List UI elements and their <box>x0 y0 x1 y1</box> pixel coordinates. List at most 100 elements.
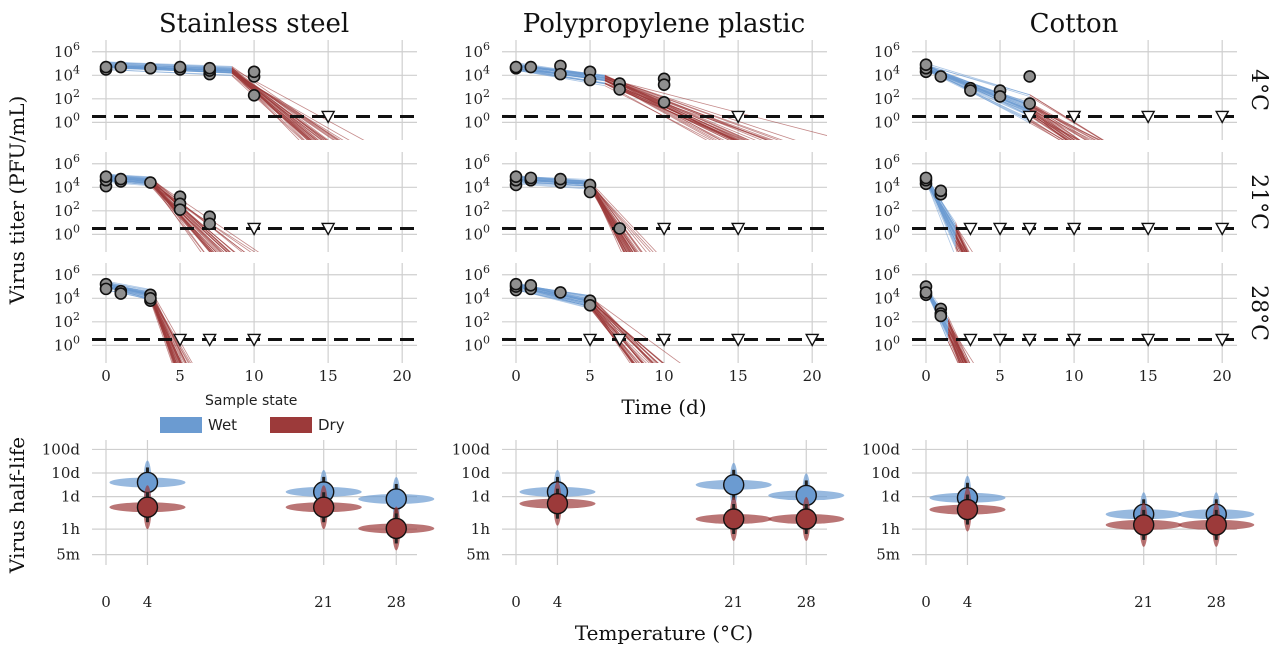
dry-sample-line <box>955 229 968 252</box>
data-point <box>1023 97 1036 110</box>
halflife-panel-0: 100d 10d 1d 1h 5m 0 4 21 28 <box>42 440 435 611</box>
below-limit-point <box>582 333 598 347</box>
dry-sample-line <box>947 341 959 363</box>
x-tick-label: 15 <box>1139 367 1158 385</box>
below-limit-point <box>963 222 978 236</box>
dry-sample-line <box>231 74 311 140</box>
below-limit-point <box>1215 333 1230 347</box>
x-tick-label: 20 <box>393 367 412 385</box>
y-tick-label: 1d <box>61 488 81 506</box>
wet-sample-line <box>105 289 151 301</box>
data-point <box>964 84 977 97</box>
x-tick-label: 28 <box>797 593 816 611</box>
y-tick-label: 100 <box>464 110 490 131</box>
y-tick-label: 102 <box>874 310 900 331</box>
x-tick-label: 0 <box>101 593 111 611</box>
y-tick-label: 106 <box>874 40 900 61</box>
below-limit-point <box>992 222 1008 236</box>
data-point <box>144 61 157 75</box>
posterior-lines <box>105 61 365 140</box>
dry-sample-line <box>150 299 181 363</box>
y-axis-label-halflife: Virus half-life <box>5 437 29 574</box>
y-tick-label: 100 <box>54 333 80 354</box>
below-limit-point <box>1066 333 1082 347</box>
data-point <box>583 73 597 87</box>
x-tick-label: 5 <box>585 367 595 385</box>
wet-sample-line <box>105 282 151 295</box>
y-tick-label: 102 <box>874 199 900 220</box>
dry-sample-line <box>955 242 961 252</box>
dry-sample-line <box>955 225 973 252</box>
y-tick-label: 104 <box>54 175 80 196</box>
wet-sample-line <box>105 282 151 291</box>
y-tick-label: 106 <box>54 40 80 61</box>
data-point <box>554 286 567 299</box>
dry-halflife-point <box>723 508 745 530</box>
y-tick-label: 106 <box>874 263 900 284</box>
dry-sample-line <box>150 178 230 252</box>
dry-sample-line <box>955 231 965 252</box>
below-limit-point <box>656 222 672 236</box>
x-tick-label: 4 <box>553 593 563 611</box>
x-tick-label: 5 <box>175 367 185 385</box>
data-point <box>1023 70 1036 83</box>
dry-sample-line <box>150 300 173 363</box>
data-point <box>99 282 113 296</box>
dry-sample-line <box>955 237 964 252</box>
y-tick-label: 106 <box>54 263 80 284</box>
dry-sample-line <box>947 334 962 363</box>
below-limit-point <box>1140 222 1156 236</box>
dry-sample-line <box>589 181 657 252</box>
below-limit-point <box>172 333 188 347</box>
dry-sample-line <box>231 72 305 140</box>
dry-sample-line <box>150 179 205 252</box>
y-tick-label: 100 <box>54 222 80 243</box>
data-point <box>919 171 933 185</box>
below-limit-point <box>1140 110 1156 124</box>
dry-sample-line <box>955 227 968 252</box>
wet-sample-line <box>105 285 151 299</box>
dry-sample-line <box>956 257 957 258</box>
y-tick-label: 100 <box>874 333 900 354</box>
below-limit-point <box>1022 333 1037 347</box>
y-tick-label: 102 <box>874 87 900 108</box>
dry-sample-line <box>947 328 968 363</box>
below-limit-point <box>1022 222 1037 236</box>
data-point <box>144 291 157 305</box>
wet-sample-line <box>105 179 151 185</box>
y-tick-label: 10d <box>871 464 900 482</box>
y-tick-label: 1d <box>881 488 901 506</box>
y-tick-label: 104 <box>464 175 490 196</box>
dry-sample-line <box>955 245 959 252</box>
dry-sample-line <box>604 80 725 140</box>
x-tick-label: 15 <box>729 367 748 385</box>
below-limit-point <box>246 333 262 347</box>
x-tick-label: 0 <box>511 593 521 611</box>
posterior-lines <box>105 280 193 363</box>
y-tick-label: 5m <box>56 546 80 564</box>
dry-sample-line <box>150 296 185 363</box>
dry-sample-line <box>150 294 192 363</box>
column-title-polypropylene: Polypropylene plastic <box>523 9 805 39</box>
dry-sample-line <box>589 295 654 363</box>
data-point <box>613 222 626 235</box>
dry-sample-line <box>1029 112 1069 140</box>
data-point <box>509 170 523 184</box>
dry-sample-line <box>947 319 969 363</box>
data-point <box>919 58 933 72</box>
below-limit-point <box>1066 110 1082 124</box>
y-tick-label: 1h <box>471 520 491 538</box>
dry-sample-line <box>150 178 245 252</box>
dry-sample-line <box>1029 104 1096 140</box>
y-tick-label: 104 <box>464 286 490 307</box>
dry-sample-line <box>1029 104 1081 140</box>
y-tick-label: 106 <box>874 152 900 173</box>
y-tick-label: 102 <box>464 199 490 220</box>
legend-label-wet: Wet <box>208 416 237 434</box>
y-tick-label: 106 <box>464 40 490 61</box>
dry-sample-line <box>947 322 974 363</box>
